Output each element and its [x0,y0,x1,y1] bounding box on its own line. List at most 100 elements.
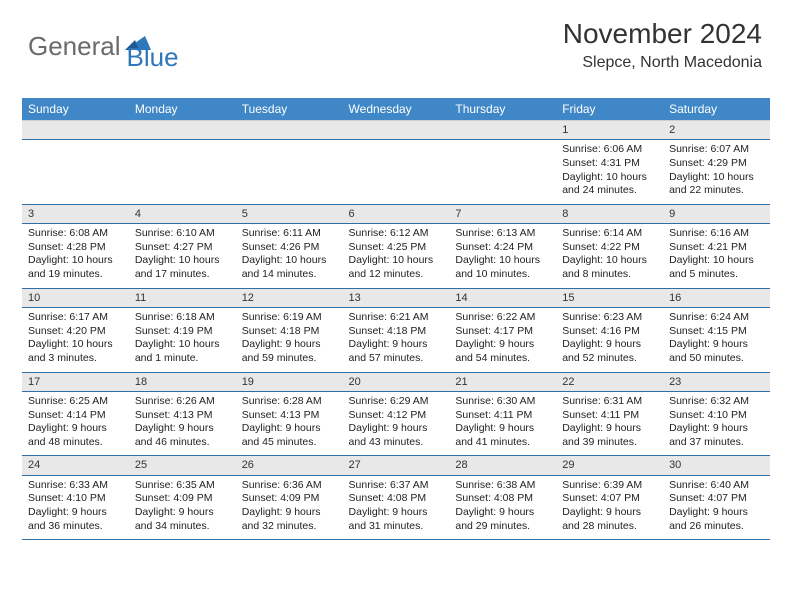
sunrise-text: Sunrise: 6:12 AM [349,227,444,241]
sunrise-text: Sunrise: 6:24 AM [669,311,764,325]
day-number-cell: 8 [556,204,663,223]
detail-row: Sunrise: 6:06 AMSunset: 4:31 PMDaylight:… [22,140,770,205]
day-number-cell: 21 [449,372,556,391]
day-number-cell: 9 [663,204,770,223]
daylight-text: Daylight: 9 hours and 34 minutes. [135,506,230,533]
day-number-cell [22,121,129,140]
day-number-cell [129,121,236,140]
daylight-text: Daylight: 9 hours and 59 minutes. [242,338,337,365]
weekday-header: Friday [556,98,663,121]
day-number-cell: 28 [449,456,556,475]
sunrise-text: Sunrise: 6:40 AM [669,479,764,493]
day-number-cell: 30 [663,456,770,475]
location-label: Slepce, North Macedonia [563,54,762,72]
day-number-cell: 27 [343,456,450,475]
day-number-cell: 17 [22,372,129,391]
day-detail-cell: Sunrise: 6:11 AMSunset: 4:26 PMDaylight:… [236,224,343,289]
day-detail-cell: Sunrise: 6:18 AMSunset: 4:19 PMDaylight:… [129,308,236,373]
day-number-cell: 24 [22,456,129,475]
daylight-text: Daylight: 10 hours and 22 minutes. [669,171,764,198]
brand-logo: General Blue [28,20,179,73]
page-title: November 2024 [563,18,762,50]
sunset-text: Sunset: 4:18 PM [349,325,444,339]
sunrise-text: Sunrise: 6:07 AM [669,143,764,157]
sunset-text: Sunset: 4:14 PM [28,409,123,423]
sunrise-text: Sunrise: 6:28 AM [242,395,337,409]
daynum-row: 17181920212223 [22,372,770,391]
day-detail-cell: Sunrise: 6:30 AMSunset: 4:11 PMDaylight:… [449,391,556,456]
daylight-text: Daylight: 10 hours and 24 minutes. [562,171,657,198]
sunset-text: Sunset: 4:29 PM [669,157,764,171]
daylight-text: Daylight: 9 hours and 37 minutes. [669,422,764,449]
sunrise-text: Sunrise: 6:17 AM [28,311,123,325]
sunrise-text: Sunrise: 6:37 AM [349,479,444,493]
sunset-text: Sunset: 4:15 PM [669,325,764,339]
logo-text-general: General [28,31,121,62]
daynum-row: 3456789 [22,204,770,223]
sunset-text: Sunset: 4:18 PM [242,325,337,339]
detail-row: Sunrise: 6:25 AMSunset: 4:14 PMDaylight:… [22,391,770,456]
sunrise-text: Sunrise: 6:19 AM [242,311,337,325]
daynum-row: 24252627282930 [22,456,770,475]
daylight-text: Daylight: 10 hours and 17 minutes. [135,254,230,281]
day-detail-cell: Sunrise: 6:26 AMSunset: 4:13 PMDaylight:… [129,391,236,456]
day-number-cell: 20 [343,372,450,391]
weekday-header: Saturday [663,98,770,121]
sunrise-text: Sunrise: 6:25 AM [28,395,123,409]
weekday-header: Monday [129,98,236,121]
weekday-header: Thursday [449,98,556,121]
daynum-row: 12 [22,121,770,140]
sunset-text: Sunset: 4:10 PM [669,409,764,423]
day-detail-cell: Sunrise: 6:36 AMSunset: 4:09 PMDaylight:… [236,475,343,540]
day-detail-cell: Sunrise: 6:24 AMSunset: 4:15 PMDaylight:… [663,308,770,373]
sunrise-text: Sunrise: 6:29 AM [349,395,444,409]
sunset-text: Sunset: 4:19 PM [135,325,230,339]
sunrise-text: Sunrise: 6:16 AM [669,227,764,241]
day-detail-cell: Sunrise: 6:14 AMSunset: 4:22 PMDaylight:… [556,224,663,289]
daylight-text: Daylight: 9 hours and 57 minutes. [349,338,444,365]
day-detail-cell: Sunrise: 6:12 AMSunset: 4:25 PMDaylight:… [343,224,450,289]
day-number-cell: 19 [236,372,343,391]
daylight-text: Daylight: 9 hours and 28 minutes. [562,506,657,533]
daylight-text: Daylight: 10 hours and 1 minute. [135,338,230,365]
detail-row: Sunrise: 6:08 AMSunset: 4:28 PMDaylight:… [22,224,770,289]
sunrise-text: Sunrise: 6:11 AM [242,227,337,241]
day-detail-cell: Sunrise: 6:08 AMSunset: 4:28 PMDaylight:… [22,224,129,289]
day-detail-cell: Sunrise: 6:25 AMSunset: 4:14 PMDaylight:… [22,391,129,456]
day-detail-cell: Sunrise: 6:38 AMSunset: 4:08 PMDaylight:… [449,475,556,540]
sunset-text: Sunset: 4:11 PM [455,409,550,423]
daylight-text: Daylight: 9 hours and 52 minutes. [562,338,657,365]
day-detail-cell: Sunrise: 6:35 AMSunset: 4:09 PMDaylight:… [129,475,236,540]
sunrise-text: Sunrise: 6:13 AM [455,227,550,241]
day-detail-cell: Sunrise: 6:23 AMSunset: 4:16 PMDaylight:… [556,308,663,373]
day-detail-cell: Sunrise: 6:19 AMSunset: 4:18 PMDaylight:… [236,308,343,373]
day-number-cell: 18 [129,372,236,391]
daylight-text: Daylight: 9 hours and 36 minutes. [28,506,123,533]
day-detail-cell [129,140,236,205]
sunset-text: Sunset: 4:20 PM [28,325,123,339]
day-detail-cell [22,140,129,205]
sunset-text: Sunset: 4:09 PM [135,492,230,506]
day-number-cell: 22 [556,372,663,391]
sunrise-text: Sunrise: 6:38 AM [455,479,550,493]
day-detail-cell: Sunrise: 6:31 AMSunset: 4:11 PMDaylight:… [556,391,663,456]
daylight-text: Daylight: 10 hours and 10 minutes. [455,254,550,281]
day-detail-cell [343,140,450,205]
sunset-text: Sunset: 4:08 PM [455,492,550,506]
sunset-text: Sunset: 4:07 PM [562,492,657,506]
daylight-text: Daylight: 10 hours and 3 minutes. [28,338,123,365]
daylight-text: Daylight: 9 hours and 29 minutes. [455,506,550,533]
day-number-cell [236,121,343,140]
daylight-text: Daylight: 10 hours and 19 minutes. [28,254,123,281]
daynum-row: 10111213141516 [22,288,770,307]
day-number-cell: 16 [663,288,770,307]
day-number-cell: 25 [129,456,236,475]
day-detail-cell: Sunrise: 6:33 AMSunset: 4:10 PMDaylight:… [22,475,129,540]
sunset-text: Sunset: 4:07 PM [669,492,764,506]
daylight-text: Daylight: 9 hours and 48 minutes. [28,422,123,449]
daylight-text: Daylight: 10 hours and 14 minutes. [242,254,337,281]
sunset-text: Sunset: 4:13 PM [135,409,230,423]
daylight-text: Daylight: 9 hours and 26 minutes. [669,506,764,533]
day-number-cell: 1 [556,121,663,140]
daylight-text: Daylight: 10 hours and 12 minutes. [349,254,444,281]
